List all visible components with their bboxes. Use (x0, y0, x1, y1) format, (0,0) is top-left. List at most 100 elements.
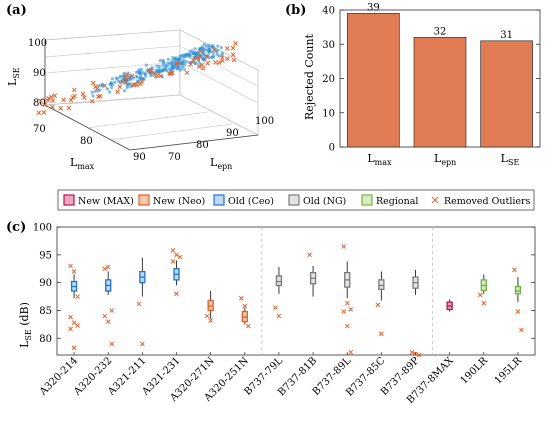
panel-a-points (36, 41, 238, 116)
retained-point (149, 74, 153, 78)
grid-line (86, 111, 209, 129)
outlier-marker (50, 104, 55, 110)
panel-a-x-axis-title: Lmax (70, 156, 95, 171)
outlier-marker (188, 61, 194, 67)
panel-c-letter: (c) (6, 220, 26, 235)
legend-label: Old (NG) (303, 196, 346, 207)
retained-point (166, 57, 170, 61)
grid-line (44, 61, 181, 74)
retained-point (207, 51, 211, 55)
retained-point (158, 58, 162, 63)
outlier-marker (136, 301, 142, 307)
retained-point (139, 67, 143, 71)
retained-point (212, 54, 216, 58)
outlier-marker (75, 323, 80, 328)
panel-b-y-axis-title: Rejected Count (303, 33, 316, 120)
y-tick-label: 10 (322, 108, 335, 119)
retained-point (174, 56, 178, 60)
outlier-marker (238, 295, 244, 301)
outlier-marker (233, 41, 238, 46)
z-axis-title: L (6, 78, 19, 86)
retained-point (207, 43, 211, 47)
x-tick-label-sub: epn (441, 158, 456, 167)
outlier-marker (194, 55, 200, 61)
outlier-marker (174, 61, 180, 66)
x-tick-label: 190LR (459, 355, 491, 387)
outlier-marker (46, 95, 52, 101)
outlier-marker (102, 266, 108, 272)
outlier-marker (184, 70, 190, 75)
x-axis-title: L (70, 156, 78, 169)
x-axis-title-sub: max (77, 162, 94, 171)
outlier-marker (375, 302, 381, 308)
y-tick-label: 85 (39, 306, 52, 317)
outlier-marker (102, 83, 107, 88)
outlier-marker (174, 252, 179, 258)
y-axis-title: Rejected Count (303, 33, 316, 120)
outlier-marker (273, 305, 278, 311)
outlier-marker (208, 318, 213, 323)
retained-point (187, 54, 191, 58)
outlier-marker (230, 52, 236, 58)
data-label: 32 (434, 26, 447, 37)
grid-line (179, 61, 259, 104)
outlier-marker (170, 248, 176, 253)
outlier-marker (48, 94, 54, 100)
y-axis-line (129, 134, 259, 151)
outlier-marker (231, 57, 237, 63)
retained-point (150, 66, 154, 70)
outlier-marker (512, 267, 517, 273)
outlier-marker (89, 98, 95, 104)
outlier-marker (42, 102, 48, 108)
outlier-marker (105, 319, 111, 324)
retained-point (181, 56, 185, 60)
retained-point (192, 52, 196, 56)
outlier-marker (519, 327, 524, 333)
x-tick-label: 90 (133, 152, 146, 163)
y-tick-label: 80 (39, 334, 52, 345)
retained-point (161, 58, 165, 63)
svg-text:Lepn: Lepn (210, 156, 232, 171)
retained-point (115, 77, 119, 81)
retained-point (209, 45, 213, 49)
outlier-marker (348, 307, 354, 312)
svg-text:LSE (dB): LSE (dB) (18, 302, 33, 348)
panel-c-y-axis-title: LSE (dB) (18, 302, 33, 348)
retained-point (211, 45, 215, 49)
retained-point (164, 63, 168, 67)
x-tick-label: Lepn (434, 152, 456, 167)
outlier-marker (213, 59, 218, 65)
retained-point (171, 56, 175, 60)
outlier-marker (80, 91, 86, 97)
retained-point (128, 77, 132, 81)
legend: New (MAX) New (Neo) Old (Ceo) Old (NG) Regio… (57, 189, 535, 211)
grid-line (67, 96, 159, 105)
outlier-marker (212, 47, 217, 53)
panel-a-z-axis-title: LSE (6, 67, 21, 86)
outlier-marker (307, 252, 312, 258)
box (378, 279, 385, 290)
retained-point (90, 90, 94, 94)
retained-point (193, 62, 197, 66)
legend-label: New (Neo) (153, 196, 205, 207)
retained-point (110, 77, 114, 81)
retained-point (91, 94, 95, 98)
y-tick-label: 70 (168, 152, 181, 163)
outlier-marker (68, 97, 74, 103)
svg-text:LSE: LSE (6, 67, 21, 86)
outlier-marker (124, 72, 129, 78)
retained-point (137, 71, 142, 75)
retained-point (157, 64, 161, 68)
outlier-marker (379, 331, 384, 337)
legend-swatch (213, 194, 225, 206)
retained-point (105, 87, 110, 91)
retained-point (155, 64, 159, 68)
retained-point (178, 58, 182, 62)
retained-point (161, 61, 166, 65)
legend-swatch (361, 194, 373, 206)
retained-point (109, 81, 113, 85)
outlier-marker (242, 303, 248, 309)
retained-point (216, 44, 220, 48)
panel-a-3d-scatter: (a) 100 90 80 70 80 90 70 80 90 100 LSE … (6, 3, 274, 171)
